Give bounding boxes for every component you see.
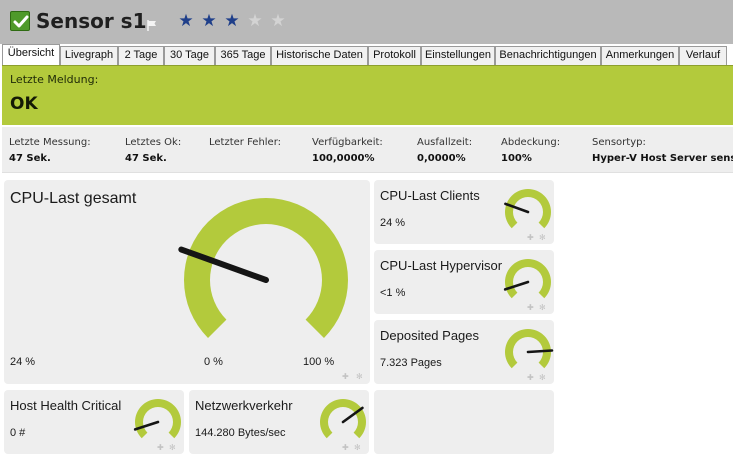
- gauge-card-cpu-total[interactable]: CPU-Last gesamt 24 % 0 % 100 % ✚ ✻: [4, 180, 370, 384]
- gauge-card-network[interactable]: Netzwerkverkehr 144.280 Bytes/sec ✚ ✻: [189, 390, 369, 454]
- gear-icon[interactable]: ✻: [356, 372, 363, 381]
- empty-card: [374, 390, 554, 454]
- gear-icon[interactable]: ✻: [539, 373, 546, 382]
- tab-anmerkungen[interactable]: Anmerkungen: [601, 46, 679, 65]
- tab-30-tage[interactable]: 30 Tage: [164, 46, 215, 65]
- check-icon: [10, 11, 30, 31]
- gauge-title: CPU-Last Clients: [380, 188, 480, 203]
- tab-bar: Übersicht Livegraph 2 Tage 30 Tage 365 T…: [2, 44, 733, 65]
- gauge-card-host-health[interactable]: Host Health Critical 0 # ✚ ✻: [4, 390, 184, 454]
- gauge-card-cpu-hypervisor[interactable]: CPU-Last Hypervisor <1 % ✚ ✻: [374, 250, 554, 314]
- pin-icon[interactable]: ✚: [342, 443, 349, 452]
- tab-verlauf[interactable]: Verlauf: [679, 46, 727, 65]
- gauge-value: 7.323 Pages: [380, 357, 442, 369]
- star-icon[interactable]: ★: [201, 11, 217, 31]
- metrics-bar: Letzte Messung: 47 Sek. Letztes Ok: 47 Sek…: [2, 127, 733, 173]
- pin-icon[interactable]: ✚: [527, 373, 534, 382]
- sensor-header: Sensor s1 ★ ★ ★ ★ ★: [0, 0, 733, 44]
- gauge-network: [320, 399, 366, 439]
- flag-icon[interactable]: [147, 16, 157, 35]
- priority-stars[interactable]: ★ ★ ★ ★ ★: [177, 12, 287, 30]
- gear-icon[interactable]: ✻: [169, 443, 176, 452]
- gauge-title: Host Health Critical: [10, 398, 122, 413]
- star-icon[interactable]: ★: [178, 11, 194, 31]
- status-label: Letzte Meldung:: [10, 73, 99, 86]
- gauge-needle: [133, 420, 160, 431]
- gauge-arc: [505, 329, 551, 369]
- metric-last-measurement: Letzte Messung: 47 Sek.: [9, 137, 91, 164]
- gauge-value: 144.280 Bytes/sec: [195, 427, 286, 439]
- gauge-cpu-total: [178, 198, 348, 338]
- gauge-needle: [526, 349, 554, 354]
- gear-icon[interactable]: ✻: [354, 443, 361, 452]
- tab-2-tage[interactable]: 2 Tage: [118, 46, 164, 65]
- gauge-value: <1 %: [380, 287, 406, 299]
- gear-icon[interactable]: ✻: [539, 233, 546, 242]
- gauge-title: Deposited Pages: [380, 328, 480, 343]
- tab-einstellungen[interactable]: Einstellungen: [421, 46, 495, 65]
- gear-icon[interactable]: ✻: [539, 303, 546, 312]
- gauge-card-cpu-clients[interactable]: CPU-Last Clients 24 % ✚ ✻: [374, 180, 554, 244]
- metric-availability: Verfügbarkeit: 100,0000%: [312, 137, 383, 164]
- gauge-min-label: 0 %: [204, 356, 223, 368]
- metric-downtime: Ausfallzeit: 0,0000%: [417, 137, 473, 164]
- pin-icon[interactable]: ✚: [527, 303, 534, 312]
- star-icon[interactable]: ★: [224, 11, 240, 31]
- gauge-needle: [341, 406, 364, 424]
- metric-sensor-type: Sensortyp: Hyper-V Host Server sensor: [592, 137, 733, 164]
- tab-benachrichtigungen[interactable]: Benachrichtigungen: [495, 46, 601, 65]
- star-icon[interactable]: ★: [247, 11, 263, 31]
- pin-icon[interactable]: ✚: [342, 372, 349, 381]
- gauge-host-health: [133, 399, 181, 439]
- gauge-title: Netzwerkverkehr: [195, 398, 293, 413]
- pin-icon[interactable]: ✚: [157, 443, 164, 452]
- gauge-cpu-hypervisor: [503, 259, 551, 299]
- gauge-card-deposited-pages[interactable]: Deposited Pages 7.323 Pages ✚ ✻: [374, 320, 554, 384]
- gauge-title: CPU-Last gesamt: [10, 190, 137, 207]
- tab-historische-daten[interactable]: Historische Daten: [271, 46, 368, 65]
- gauge-title: CPU-Last Hypervisor: [380, 258, 503, 273]
- star-icon[interactable]: ★: [270, 11, 286, 31]
- gauge-value: 24 %: [10, 356, 36, 368]
- gauge-arc: [505, 189, 551, 229]
- gauge-needle: [504, 202, 530, 214]
- gauge-cpu-clients: [504, 189, 551, 229]
- metric-last-error: Letzter Fehler:: [209, 137, 282, 148]
- gauge-needle: [503, 280, 530, 291]
- page-title: Sensor s1: [36, 9, 147, 33]
- metric-last-ok: Letztes Ok: 47 Sek.: [125, 137, 182, 164]
- gauge-arc: [135, 399, 181, 439]
- status-value: OK: [10, 94, 38, 114]
- tab-uebersicht[interactable]: Übersicht: [2, 44, 60, 65]
- gauge-arc: [505, 259, 551, 299]
- tab-livegraph[interactable]: Livegraph: [60, 46, 118, 65]
- pin-icon[interactable]: ✚: [527, 233, 534, 242]
- gauge-arc: [184, 198, 348, 338]
- gauge-deposited-pages: [505, 329, 554, 369]
- gauge-max-label: 100 %: [303, 356, 335, 368]
- status-banner: Letzte Meldung: OK: [2, 65, 733, 125]
- gauge-value: 24 %: [380, 217, 406, 229]
- tab-protokoll[interactable]: Protokoll: [368, 46, 421, 65]
- gauge-arc: [320, 399, 366, 439]
- tab-365-tage[interactable]: 365 Tage: [215, 46, 271, 65]
- metric-coverage: Abdeckung: 100%: [501, 137, 561, 164]
- gauge-value: 0 #: [10, 427, 26, 439]
- gauge-needle: [178, 246, 269, 283]
